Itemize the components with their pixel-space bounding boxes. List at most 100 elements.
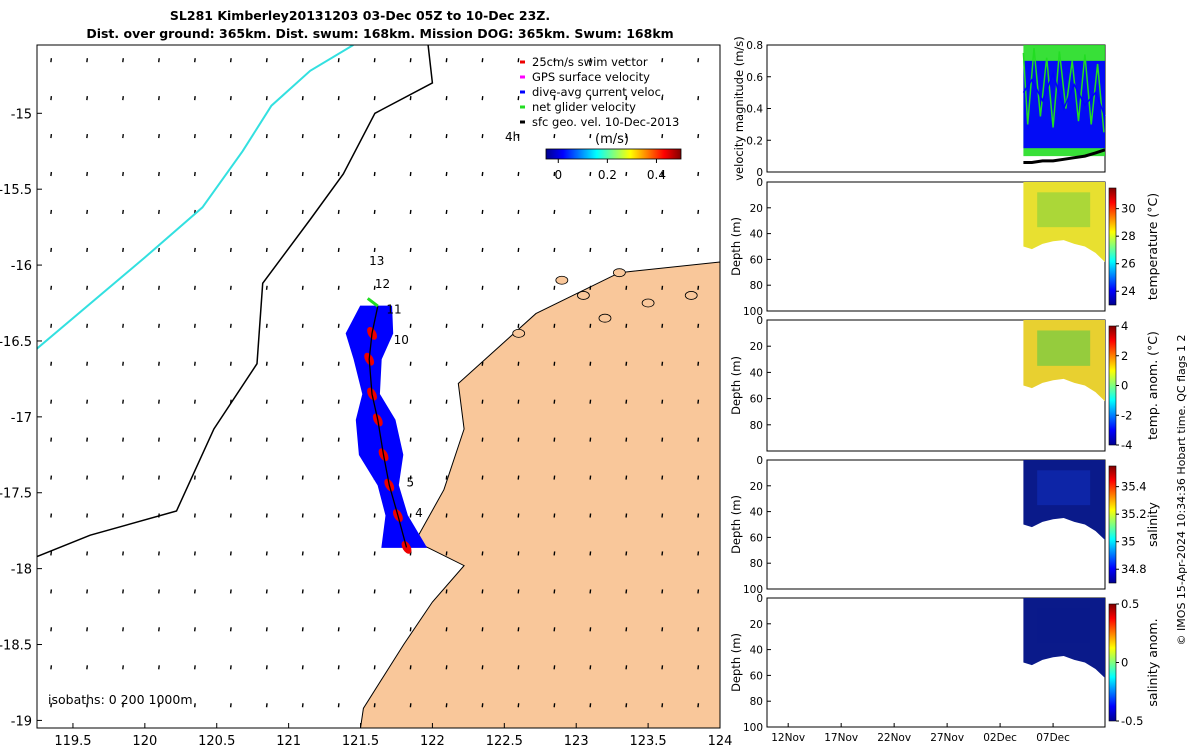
map-y-tick-label: -17 [11,411,32,426]
heatmap-colorbar [1108,187,1117,306]
heatmap-y-tick-label: 100 [743,722,763,734]
velocity-arrow [553,133,556,139]
velocity-arrow [517,627,520,632]
map-x-tick-label: 120 [132,734,157,749]
velocity-arrow [517,323,520,328]
velocity-arrow [625,589,628,594]
velocity-arrow [122,551,124,556]
heatmap-colorbar-tick-label: -2 [1121,408,1132,422]
velocity-arrow [697,285,700,290]
velocity-arrow [589,96,592,101]
velocity-arrow [193,437,196,442]
velocity-arrow [373,209,376,215]
velocity-arrow [265,247,268,252]
velocity-arrow [265,361,268,366]
heatmap-y-tick-label: 80 [750,558,763,570]
velocity-arrow [337,58,340,63]
velocity-arrow [265,399,268,404]
isobath-200m [37,45,434,558]
velocity-arrow [445,627,448,632]
velocity-arrow [337,589,340,594]
velocity-arrow [481,627,484,632]
velocity-arrow [301,627,304,632]
velocity-series-line [1023,148,1106,164]
velocity-arrow [481,513,484,518]
velocity-arrow [158,399,160,404]
velocity-arrow [661,96,664,101]
velocity-arrow [86,133,89,139]
day-label: 13 [369,254,384,268]
velocity-arrow [517,437,520,442]
velocity-arrow [517,665,520,670]
velocity-arrow [445,475,448,480]
map-y-tick-label: -16.5 [0,335,32,350]
velocity-arrow [517,513,520,518]
velocity-arrow [553,665,556,670]
velocity-arrow [661,285,664,290]
velocity-arrow [553,551,556,556]
velocity-arrow [86,361,89,366]
velocity-arrow [86,665,89,670]
velocity-arrow [158,551,160,556]
velocity-arrow [481,703,484,708]
island [555,275,569,285]
velocity-arrow [589,323,592,328]
velocity-arrow [86,171,89,177]
velocity-arrow [265,551,268,556]
map-x-tick-label: 122 [420,734,445,749]
velocity-arrow [373,513,376,518]
velocity-arrow [553,437,556,442]
velocity-arrow [122,703,124,708]
map-x-tick-label: 119.5 [54,734,91,749]
velocity-arrow [625,513,628,518]
heatmap-y-tick-label: 80 [750,696,763,708]
heatmap-colorbar-tick-label: 4 [1121,319,1128,333]
velocity-arrow [193,399,196,404]
velocity-arrow [445,133,448,139]
day-label: 10 [394,333,409,347]
velocity-arrow [697,361,700,366]
velocity-arrow [661,513,664,518]
island [577,291,590,300]
velocity-arrow [265,133,268,139]
velocity-arrow [661,703,664,708]
map-x-tick-label: 121 [276,734,301,749]
velocity-arrow [697,399,700,404]
velocity-arrow [193,551,196,556]
velocity-arrow [265,665,268,670]
velocity-y-tick-label: 0.8 [746,40,763,52]
velocity-arrow [373,665,376,670]
velocity-arrow [158,133,160,139]
velocity-arrow [229,96,232,101]
velocity-arrow [337,285,340,290]
velocity-arrow [553,703,556,708]
heatmap-y-tick-label: 100 [743,306,763,318]
velocity-arrow [409,209,412,215]
heatmap-colorbar-tick-label: 24 [1121,284,1136,298]
velocity-arrow [301,475,304,480]
velocity-arrow [481,171,484,177]
velocity-arrow [589,703,592,708]
velocity-arrow [193,247,196,252]
heatmap-colorbar-tick-label: 26 [1121,257,1136,271]
heatmap-ylabel: Depth (m) [729,495,743,554]
day-label: 5 [407,476,415,490]
velocity-arrow [625,209,628,215]
map-axes-frame [36,44,721,729]
velocity-arrow [481,361,484,366]
velocity-arrow [86,285,89,290]
velocity-arrow [50,703,53,708]
date-x-tick-label: 17Nov [824,732,858,744]
velocity-arrow [589,475,592,480]
velocity-arrow [373,627,376,632]
velocity-arrow [193,96,196,101]
velocity-arrow [625,475,628,480]
velocity-arrow [86,58,89,63]
velocity-arrow [50,285,53,290]
velocity-arrow [409,627,412,632]
velocity-arrow [50,58,53,63]
velocity-y-tick-label: 0.2 [746,135,763,147]
heatmap-y-tick-label: 40 [750,367,763,379]
velocity-arrow [301,247,304,252]
legend-label: sfc geo. vel. 10-Dec-2013 [532,115,679,129]
